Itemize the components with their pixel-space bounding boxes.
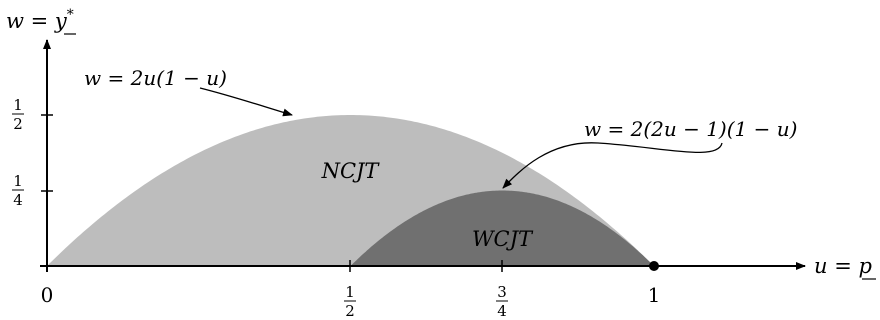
frac-den: 2	[13, 115, 23, 133]
outer-curve-arrow	[199, 87, 293, 117]
frac-num: 1	[13, 172, 23, 190]
inner-curve-annotation: w = 2(2u − 1)(1 − u)	[584, 117, 797, 141]
wcjt-label: WCJT	[472, 227, 534, 251]
frac-num: 1	[13, 96, 23, 114]
ncjt-label: NCJT	[321, 159, 381, 183]
point-u-one	[649, 261, 659, 271]
x-label-right: p	[858, 254, 871, 278]
inner-curve-arrow	[502, 142, 723, 189]
x-tick-label-three-quarters: 3 4	[496, 283, 508, 320]
frac-num: 1	[345, 283, 355, 301]
frac-den: 2	[345, 302, 355, 320]
x-label-left: u =	[814, 254, 858, 278]
y-tick-label-half: 1 2	[12, 96, 24, 133]
x-tick-label-1: 1	[648, 283, 661, 307]
y-label-left: w =	[6, 9, 55, 33]
y-tick-label-quarter: 1 4	[12, 172, 24, 209]
frac-den: 4	[13, 191, 23, 209]
frac-num: 3	[497, 283, 507, 301]
y-axis-label: w = y*	[6, 7, 74, 33]
outer-curve-annotation: w = 2u(1 − u)	[84, 66, 227, 90]
y-label-sup: *	[67, 7, 74, 23]
frac-den: 4	[497, 302, 507, 320]
wcjt-region	[350, 190, 654, 266]
y-label-right: y	[54, 9, 68, 33]
x-tick-label-half: 1 2	[344, 283, 356, 320]
x-tick-label-0: 0	[41, 283, 54, 307]
x-axis-label: u = p	[814, 254, 872, 278]
